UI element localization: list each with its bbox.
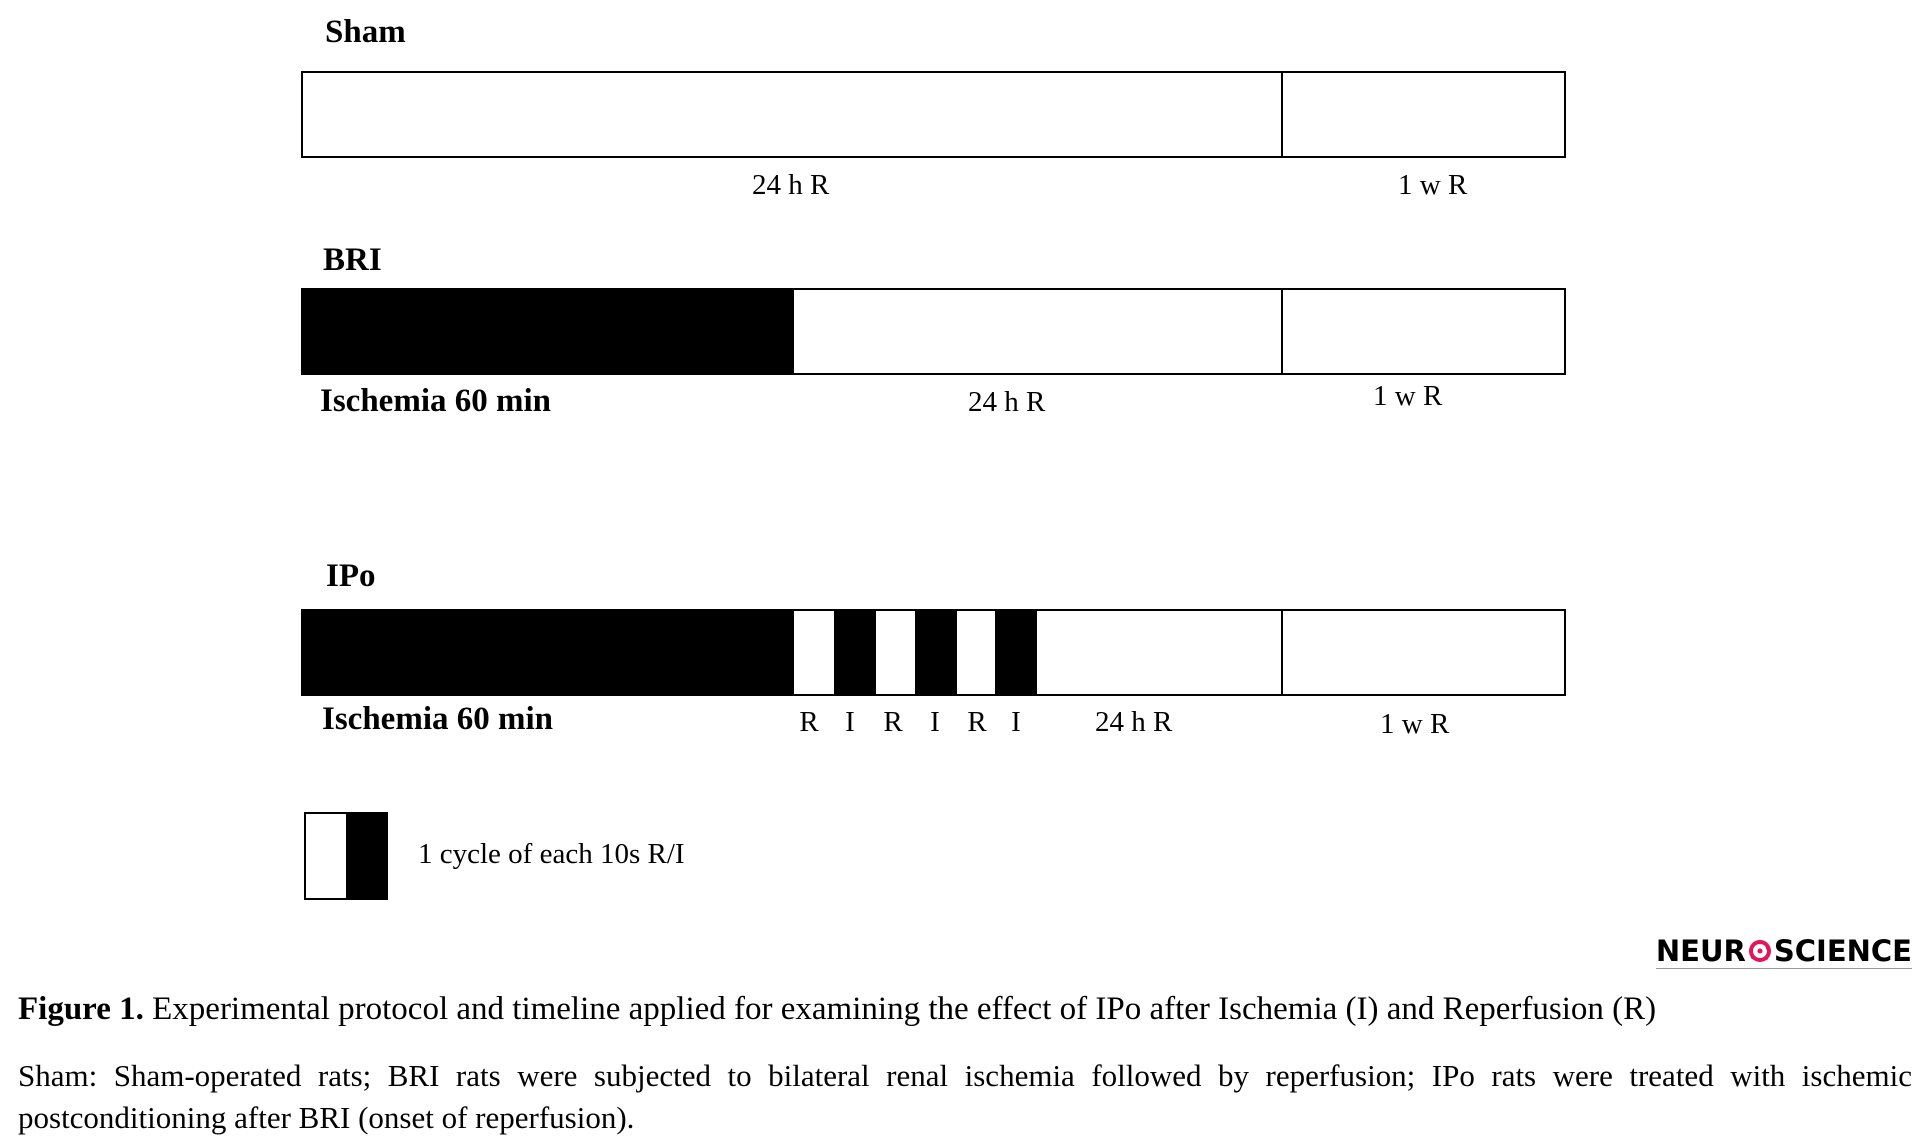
brain-o-icon <box>1748 939 1771 962</box>
figure-caption: Figure 1. Experimental protocol and time… <box>18 988 1912 1031</box>
legend-ischemia-half <box>346 814 386 898</box>
ipo-cycle-letter: R <box>799 706 819 738</box>
bri-1w-divider <box>1281 290 1283 373</box>
bri-1w-label: 1 w R <box>1373 380 1443 412</box>
caption-text: Experimental protocol and timeline appli… <box>143 991 1657 1027</box>
bri-timeline-bar <box>301 288 1566 375</box>
ipo-timeline-bar <box>301 609 1566 696</box>
caption-title: Figure 1. <box>18 991 144 1027</box>
neuroscience-logo: NEUR SCIENCE <box>1655 934 1912 969</box>
ipo-ischemia-segment <box>303 611 794 694</box>
sham-title: Sham <box>325 14 406 50</box>
ipo-cycle-letter: I <box>930 706 940 738</box>
bri-ischemia-label: Ischemia 60 min <box>320 383 551 419</box>
ipo-title: IPo <box>326 558 376 594</box>
sham-timeline-bar <box>301 71 1566 158</box>
ipo-1w-label: 1 w R <box>1380 708 1450 740</box>
ipo-cycle-ischemia-1 <box>834 611 876 694</box>
sham-1w-label: 1 w R <box>1398 169 1468 201</box>
logo-text-left: NEUR <box>1655 934 1746 968</box>
ipo-ischemia-label: Ischemia 60 min <box>322 701 553 737</box>
caption-note: Sham: Sham-operated rats; BRI rats were … <box>18 1058 1912 1135</box>
ipo-cycle-ischemia-2 <box>915 611 957 694</box>
sham-1w-divider <box>1281 73 1283 156</box>
sham-24h-label: 24 h R <box>752 169 830 201</box>
ipo-cycle-letter: R <box>883 706 903 738</box>
logo-text-right: SCIENCE <box>1773 934 1912 968</box>
ipo-cycle-letter: I <box>845 706 855 738</box>
bri-24h-label: 24 h R <box>968 386 1046 418</box>
ipo-1w-divider <box>1281 611 1283 694</box>
ipo-cycle-letter: R <box>967 706 987 738</box>
legend-cycle-swatch <box>304 812 388 900</box>
bri-title: BRI <box>323 242 382 278</box>
ipo-cycle-letter: I <box>1011 706 1021 738</box>
legend-text: 1 cycle of each 10s R/I <box>418 838 685 870</box>
ipo-cycle-ischemia-3 <box>995 611 1037 694</box>
bri-ischemia-segment <box>303 290 794 373</box>
ipo-24h-label: 24 h R <box>1095 706 1173 738</box>
